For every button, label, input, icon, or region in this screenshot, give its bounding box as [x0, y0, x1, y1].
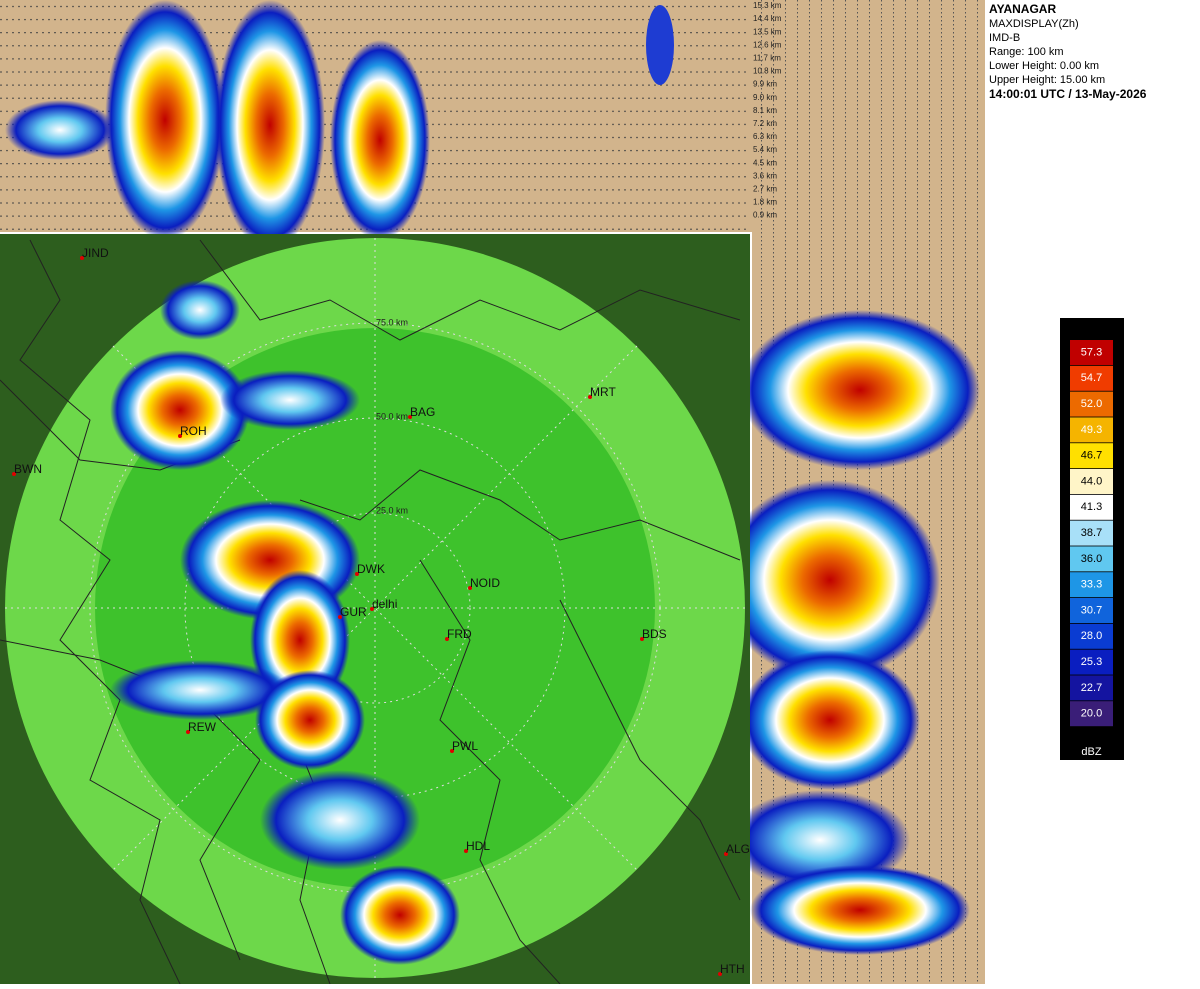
legend-label: 22.7	[1081, 682, 1102, 694]
legend-swatch	[1070, 675, 1113, 701]
place-label: REW	[188, 720, 217, 734]
legend-swatch	[1070, 546, 1113, 572]
range-inner	[95, 328, 655, 888]
legend-label: 38.7	[1081, 527, 1102, 539]
legend-swatch	[1070, 391, 1113, 417]
place-label: ROH	[180, 424, 207, 438]
legend-swatch	[1070, 365, 1113, 391]
legend-swatch	[1070, 520, 1113, 546]
place-marker	[80, 256, 84, 260]
legend-swatch	[1070, 417, 1113, 443]
height-label: 4.5 km	[753, 158, 777, 167]
range-rings	[5, 238, 745, 978]
place-label: BDS	[642, 627, 667, 641]
info-upper-height: Upper Height: 15.00 km	[989, 74, 1105, 86]
place-marker	[718, 972, 722, 976]
height-label: 0.9 km	[753, 211, 777, 220]
place-label: NOID	[470, 576, 500, 590]
place-marker	[468, 586, 472, 590]
height-label: 14.4 km	[753, 14, 782, 23]
place-marker	[445, 637, 449, 641]
legend-label: 28.0	[1081, 630, 1102, 642]
legend-label: 44.0	[1081, 475, 1102, 487]
place-label: DWK	[357, 562, 385, 576]
info-timestamp: 14:00:01 UTC / 13-May-2026	[989, 87, 1147, 101]
legend-swatch	[1070, 598, 1113, 623]
place-marker	[186, 730, 190, 734]
height-label: 3.6 km	[753, 171, 777, 180]
legend-unit: dBZ	[1081, 746, 1101, 758]
legend-label: 25.3	[1081, 656, 1102, 668]
place-label: HTH	[720, 962, 745, 976]
legend-label: 57.3	[1081, 346, 1102, 358]
place-marker	[450, 749, 454, 753]
legend-swatch	[1070, 623, 1113, 649]
legend-swatch	[1070, 494, 1113, 520]
height-label: 5.4 km	[753, 145, 777, 154]
range-label: 25.0 km	[376, 505, 408, 515]
place-label: FRD	[447, 627, 472, 641]
place-marker	[724, 852, 728, 856]
place-label: BAG	[410, 405, 435, 419]
right-echoes	[720, 310, 980, 955]
legend-swatch	[1070, 701, 1113, 727]
height-label: 15.3 km	[753, 1, 782, 10]
info-station: AYANAGAR	[989, 2, 1056, 16]
place-marker	[464, 849, 468, 853]
info-source: IMD-B	[989, 32, 1020, 44]
height-label: 1.8 km	[753, 198, 777, 207]
legend-label: 46.7	[1081, 450, 1102, 462]
info-lower-height: Lower Height: 0.00 km	[989, 60, 1099, 72]
place-label: HDL	[466, 839, 490, 853]
height-label: 10.8 km	[753, 67, 782, 76]
place-marker	[178, 434, 182, 438]
legend-swatch	[1070, 572, 1113, 598]
place-label: PWL	[452, 739, 478, 753]
place-label: GUR	[340, 605, 367, 619]
height-label: 13.5 km	[753, 27, 782, 36]
legend-label: 36.0	[1081, 553, 1102, 565]
place-label: MRT	[590, 385, 616, 399]
height-label: 7.2 km	[753, 119, 777, 128]
legend-swatch	[1070, 443, 1113, 469]
info-product: MAXDISPLAY(Zh)	[989, 18, 1079, 30]
height-label: 6.3 km	[753, 132, 777, 141]
height-label: 11.7 km	[753, 54, 781, 63]
legend-label: 41.3	[1081, 501, 1102, 513]
place-label: ALG	[726, 842, 750, 856]
legend-label: 54.7	[1081, 372, 1102, 384]
place-label: delhi	[372, 597, 397, 611]
place-label: JIND	[82, 246, 109, 260]
legend-label: 20.0	[1081, 708, 1102, 720]
legend-label: 33.3	[1081, 579, 1102, 591]
height-label: 9.9 km	[753, 80, 777, 89]
height-label: 8.1 km	[753, 106, 777, 115]
district-boundaries	[0, 239, 741, 985]
legend-swatch	[1070, 340, 1113, 365]
place-marker	[338, 615, 342, 619]
legend-label: 49.3	[1081, 424, 1102, 436]
legend-swatch	[1070, 469, 1113, 494]
legend-label: 52.0	[1081, 398, 1102, 410]
info-range: Range: 100 km	[989, 46, 1064, 58]
corner-grid	[750, 0, 985, 232]
place-marker	[12, 472, 16, 476]
place-marker	[588, 395, 592, 399]
height-label: 9.0 km	[753, 93, 777, 102]
place-marker	[370, 607, 374, 611]
place-label: BWN	[14, 462, 42, 476]
range-label: 50.0 km	[376, 411, 408, 421]
place-marker	[640, 637, 644, 641]
map-echoes	[110, 280, 460, 965]
place-marker	[355, 572, 359, 576]
place-marker	[408, 415, 412, 419]
height-label: 12.6 km	[753, 40, 782, 49]
range-label: 75.0 km	[376, 317, 408, 327]
legend-label: 30.7	[1081, 604, 1102, 616]
height-label: 2.7 km	[753, 185, 777, 194]
legend-swatch	[1070, 649, 1113, 675]
top-echoes	[5, 0, 674, 250]
